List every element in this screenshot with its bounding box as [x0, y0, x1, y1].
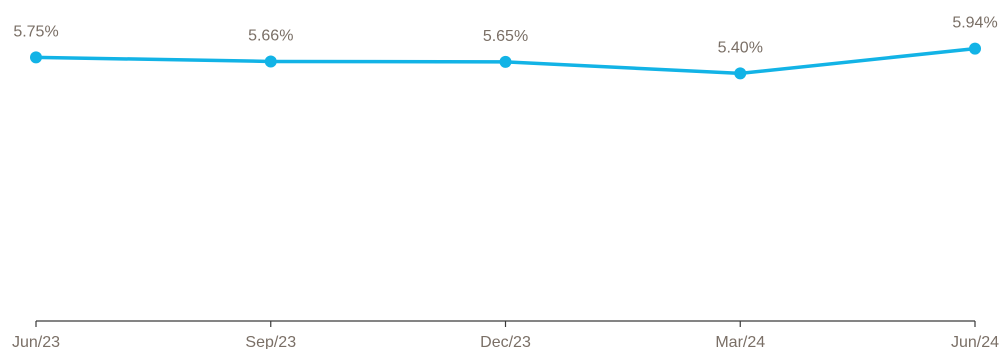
- x-tick-label: Jun/23: [12, 334, 60, 349]
- data-label: 5.94%: [952, 15, 997, 32]
- x-tick-label: Jun/24: [951, 334, 999, 349]
- x-axis-ticks: [35, 321, 976, 327]
- data-labels: 5.75% 5.66% 5.65% 5.40% 5.94%: [13, 15, 997, 57]
- data-label: 5.75%: [13, 23, 58, 40]
- data-points: [30, 42, 981, 80]
- data-point: [30, 51, 42, 64]
- x-tick-label: Dec/23: [480, 334, 531, 349]
- data-label: 5.66%: [248, 27, 293, 44]
- data-label: 5.65%: [483, 28, 528, 45]
- data-point: [264, 55, 277, 68]
- data-point: [499, 55, 512, 68]
- x-tick-label: Sep/23: [245, 334, 296, 349]
- data-label: 5.40%: [718, 39, 763, 56]
- data-point: [734, 67, 747, 80]
- data-point: [969, 42, 981, 55]
- x-tick-label: Mar/24: [715, 334, 765, 349]
- x-axis-tick-labels: Jun/23 Sep/23 Dec/23 Mar/24 Jun/24: [12, 334, 999, 349]
